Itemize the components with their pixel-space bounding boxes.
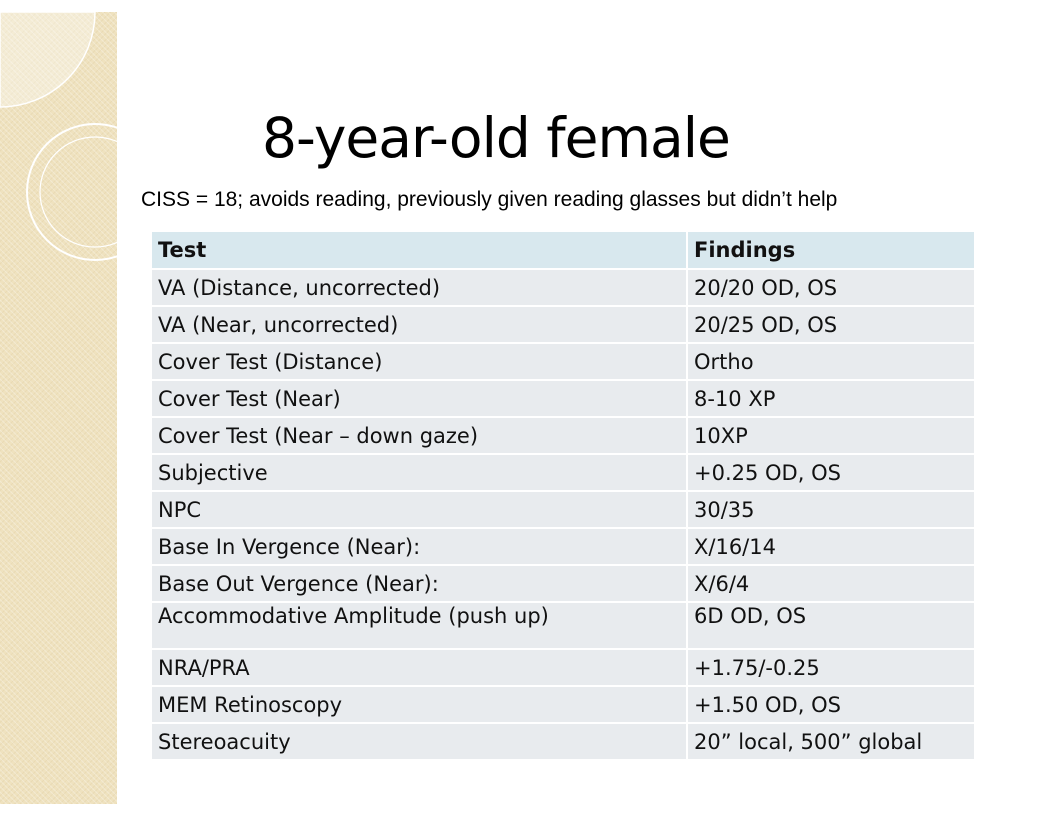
table-row: Cover Test (Near) 8-10 XP <box>150 379 976 418</box>
corner-arc-shape <box>0 12 96 108</box>
test-cell: Cover Test (Near – down gaze) <box>150 416 688 455</box>
finding-cell: 8-10 XP <box>686 379 976 418</box>
findings-table: Test Findings VA (Distance, uncorrected)… <box>150 230 976 761</box>
inner-circle-outline <box>39 136 117 248</box>
large-circle-outline <box>26 123 117 261</box>
finding-cell: 6D OD, OS <box>686 601 976 650</box>
slide-title: 8-year-old female <box>262 106 731 170</box>
table-header-row: Test Findings <box>150 230 976 270</box>
test-cell: Base In Vergence (Near): <box>150 527 688 566</box>
finding-cell: 20” local, 500” global <box>686 722 976 761</box>
finding-cell: +1.50 OD, OS <box>686 685 976 724</box>
test-cell: Stereoacuity <box>150 722 688 761</box>
table-row: Stereoacuity 20” local, 500” global <box>150 722 976 761</box>
test-cell: VA (Distance, uncorrected) <box>150 268 688 307</box>
finding-cell: +0.25 OD, OS <box>686 453 976 492</box>
table-row: Cover Test (Distance) Ortho <box>150 342 976 381</box>
table-row: NPC 30/35 <box>150 490 976 529</box>
test-cell: Subjective <box>150 453 688 492</box>
finding-cell: 30/35 <box>686 490 976 529</box>
decorative-side-band <box>0 12 117 804</box>
finding-cell: 20/20 OD, OS <box>686 268 976 307</box>
finding-cell: 10XP <box>686 416 976 455</box>
decorative-circles-graphic <box>0 12 117 261</box>
finding-cell: Ortho <box>686 342 976 381</box>
test-cell: Accommodative Amplitude (push up) <box>150 601 688 650</box>
table-row: VA (Distance, uncorrected) 20/20 OD, OS <box>150 268 976 307</box>
table-row: Accommodative Amplitude (push up) 6D OD,… <box>150 601 976 650</box>
header-findings: Findings <box>686 230 976 270</box>
table-row: Base Out Vergence (Near): X/6/4 <box>150 564 976 603</box>
finding-cell: 20/25 OD, OS <box>686 305 976 344</box>
finding-cell: X/6/4 <box>686 564 976 603</box>
test-cell: NRA/PRA <box>150 648 688 687</box>
finding-cell: X/16/14 <box>686 527 976 566</box>
finding-cell: +1.75/-0.25 <box>686 648 976 687</box>
table-row: Cover Test (Near – down gaze) 10XP <box>150 416 976 455</box>
test-cell: Base Out Vergence (Near): <box>150 564 688 603</box>
test-cell: MEM Retinoscopy <box>150 685 688 724</box>
header-test: Test <box>150 230 688 270</box>
test-cell: VA (Near, uncorrected) <box>150 305 688 344</box>
test-cell: NPC <box>150 490 688 529</box>
table-row: MEM Retinoscopy +1.50 OD, OS <box>150 685 976 724</box>
table-row: NRA/PRA +1.75/-0.25 <box>150 648 976 687</box>
test-cell: Cover Test (Near) <box>150 379 688 418</box>
table-row: Subjective +0.25 OD, OS <box>150 453 976 492</box>
test-cell: Cover Test (Distance) <box>150 342 688 381</box>
table-row: Base In Vergence (Near): X/16/14 <box>150 527 976 566</box>
table-row: VA (Near, uncorrected) 20/25 OD, OS <box>150 305 976 344</box>
slide-subtitle: CISS = 18; avoids reading, previously gi… <box>141 188 838 211</box>
